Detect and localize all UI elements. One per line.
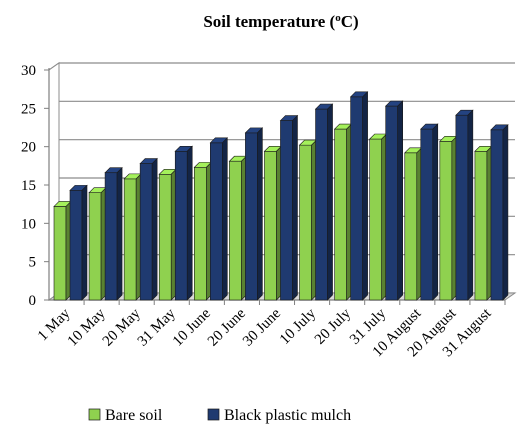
- bar-front: [264, 150, 277, 301]
- gridline: [48, 100, 515, 109]
- bar-front: [210, 142, 223, 301]
- y-tick-label: 20: [21, 140, 36, 156]
- bar: [88, 186, 107, 301]
- bar: [474, 145, 493, 301]
- bar-side: [467, 109, 474, 301]
- bar-side: [327, 103, 333, 301]
- bar-front: [229, 160, 242, 301]
- legend-label: Black plastic mulch: [224, 407, 351, 424]
- bar-front: [315, 108, 328, 301]
- x-tick-label: 20 May: [100, 305, 144, 349]
- bar: [174, 145, 193, 301]
- bar-front: [174, 150, 188, 301]
- bar: [139, 157, 158, 301]
- bar: [123, 173, 142, 301]
- bar: [439, 135, 458, 301]
- bar: [349, 91, 369, 301]
- gridline: [48, 62, 515, 71]
- bar-side: [292, 114, 298, 301]
- y-tick-labels: 0 5 10 15 20 25 30: [21, 63, 36, 309]
- bar-front: [88, 192, 102, 301]
- bar-front: [104, 172, 118, 301]
- legend-label: Bare soil: [105, 407, 163, 424]
- bar: [104, 167, 123, 301]
- bar: [420, 123, 439, 301]
- bar-front: [280, 120, 293, 301]
- bar-front: [350, 96, 363, 301]
- bar-side: [432, 123, 439, 301]
- x-tick-label: 10 May: [65, 305, 109, 349]
- bar: [69, 184, 88, 301]
- bar-side: [116, 167, 123, 301]
- bar: [368, 133, 388, 301]
- x-tick-label: 10 July: [277, 305, 320, 348]
- legend: Bare soil Black plastic mulch: [88, 407, 351, 424]
- legend-item: Black plastic mulch: [207, 407, 351, 424]
- bar: [298, 139, 318, 301]
- bar: [263, 145, 283, 301]
- y-tick-label: 5: [29, 255, 37, 271]
- bar-front: [404, 152, 418, 301]
- bar-side: [257, 127, 263, 301]
- bars: [53, 91, 509, 301]
- bar-front: [369, 138, 382, 301]
- bar: [228, 155, 248, 301]
- bar-side: [397, 100, 403, 301]
- bar: [455, 109, 474, 301]
- bar: [158, 168, 177, 301]
- bar-side: [81, 184, 88, 301]
- y-tick-label: 30: [21, 63, 36, 79]
- bar-side: [362, 91, 368, 301]
- bar-side: [502, 124, 509, 301]
- bar-front: [299, 144, 312, 301]
- bar-front: [439, 141, 453, 301]
- bar-front: [385, 105, 398, 301]
- bar: [404, 147, 423, 301]
- bar-front: [474, 150, 488, 301]
- chart-title: Soil temperature (oC): [203, 12, 358, 31]
- bar-front: [53, 206, 67, 301]
- x-tick-label: 20 July: [312, 305, 355, 348]
- bar: [384, 100, 404, 301]
- bar: [279, 114, 299, 301]
- bar-front: [334, 128, 347, 301]
- bar-side: [222, 137, 228, 301]
- bar: [333, 123, 353, 301]
- bar-front: [123, 178, 137, 301]
- bar-side: [151, 157, 158, 301]
- bar-front: [139, 163, 153, 301]
- legend-swatch: [207, 408, 220, 421]
- y-tick-label: 15: [21, 178, 36, 194]
- bar-front: [194, 167, 207, 301]
- bar: [193, 161, 213, 301]
- legend-item: Bare soil: [88, 407, 163, 424]
- bar-front: [245, 132, 258, 301]
- bar-front: [455, 114, 469, 301]
- bar-side: [186, 145, 193, 301]
- bar-front: [420, 128, 434, 301]
- y-tick-label: 10: [21, 216, 36, 232]
- bar: [244, 127, 264, 301]
- bar: [314, 103, 334, 301]
- bar: [53, 200, 72, 301]
- bar: [209, 137, 229, 301]
- y-tick-label: 0: [29, 293, 37, 309]
- y-tick-label: 25: [21, 101, 36, 117]
- legend-swatch: [88, 408, 101, 421]
- bar: [490, 124, 509, 301]
- x-tick-label: 31 May: [135, 305, 179, 349]
- bar-front: [158, 173, 172, 301]
- x-tick-label: 20 June: [205, 305, 249, 349]
- bar-front: [490, 129, 504, 301]
- x-tick-label: 10 June: [170, 305, 214, 349]
- x-tick-label: 30 June: [240, 305, 284, 349]
- bar-front: [69, 190, 83, 301]
